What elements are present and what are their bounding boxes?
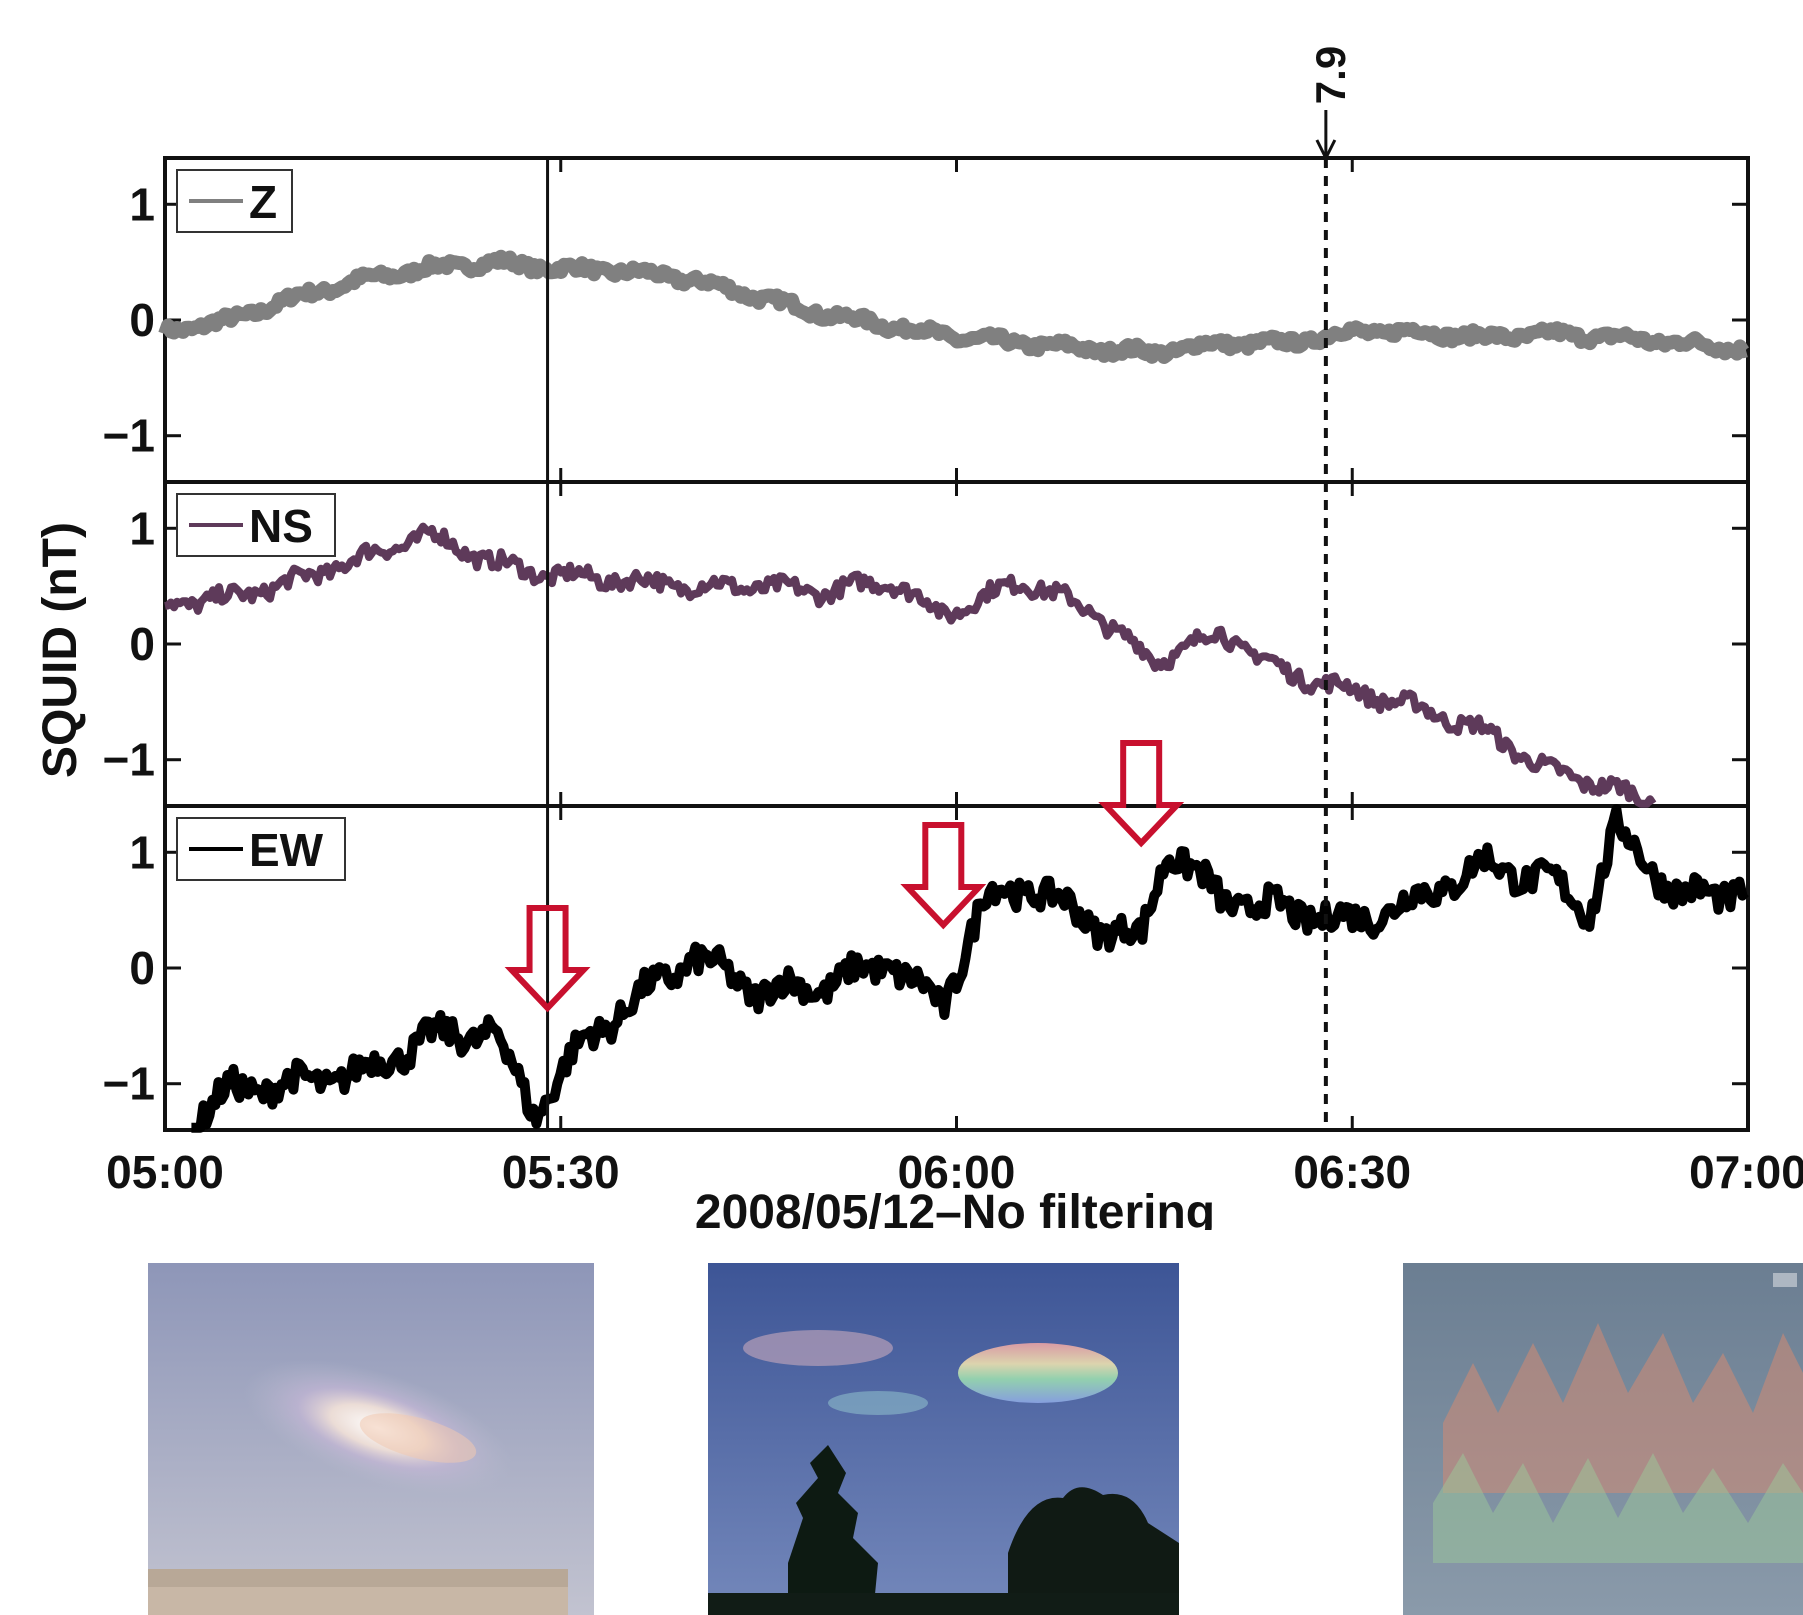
y-tick-label-ew-1: 0 (129, 942, 155, 994)
panel-frame-ew (163, 804, 1750, 1132)
x-tick-label-0: 05:00 (106, 1146, 224, 1198)
y-tick-label-ns-0: 1 (129, 502, 155, 554)
y-tick-label-ns-2: −1 (103, 734, 155, 786)
event-arrow-head (1315, 139, 1337, 162)
legend-label-z: Z (249, 176, 277, 228)
x-tick-label-4: 07:00 (1689, 1146, 1803, 1198)
overlay-layer: Z NS EW (176, 110, 1337, 1130)
event-label: 7.9 (1307, 46, 1354, 104)
lines-layer (158, 249, 1750, 1133)
text-layer: 2008/05/12–No filtering SQUID (nT) 7.9 1… (34, 46, 1803, 1230)
legend-label-ew: EW (249, 824, 324, 876)
cloud-scene-3 (1403, 1263, 1803, 1615)
y-tick-label-ew-0: 1 (129, 826, 155, 878)
y-tick-label-ew-2: −1 (103, 1058, 155, 1110)
legend-label-ns: NS (249, 500, 313, 552)
iridescent-cloud-photo-2 (708, 1263, 1179, 1615)
series-line-ns (164, 522, 1657, 808)
y-tick-label-z-0: 1 (129, 178, 155, 230)
y-tick-label-z-1: 0 (129, 294, 155, 346)
iridescent-cloud-photo-3 (1403, 1263, 1803, 1615)
event-arrow-2 (900, 822, 987, 930)
event-arrow-1 (504, 905, 591, 1013)
panel-frame-z (163, 156, 1750, 484)
cloud-scene-1 (148, 1263, 594, 1615)
cloud-scene-2 (708, 1263, 1179, 1615)
event-arrow-3 (1098, 740, 1185, 848)
x-tick-label-1: 05:30 (502, 1146, 620, 1198)
iridescent-cloud-photo-1 (148, 1263, 594, 1615)
x-axis-title: 2008/05/12–No filtering (695, 1186, 1215, 1230)
x-tick-label-2: 06:00 (898, 1146, 1016, 1198)
y-tick-label-ns-1: 0 (129, 618, 155, 670)
panels-layer (163, 156, 1750, 1132)
squid-chart: Z NS EW 2008/05/12–No filtering SQUID (nT)… (34, 46, 1803, 1230)
x-tick-label-3: 06:30 (1293, 1146, 1411, 1198)
series-line-ew (189, 804, 1749, 1133)
series-line-z (158, 249, 1750, 364)
y-axis-title: SQUID (nT) (34, 522, 87, 778)
y-tick-label-z-2: −1 (103, 410, 155, 462)
